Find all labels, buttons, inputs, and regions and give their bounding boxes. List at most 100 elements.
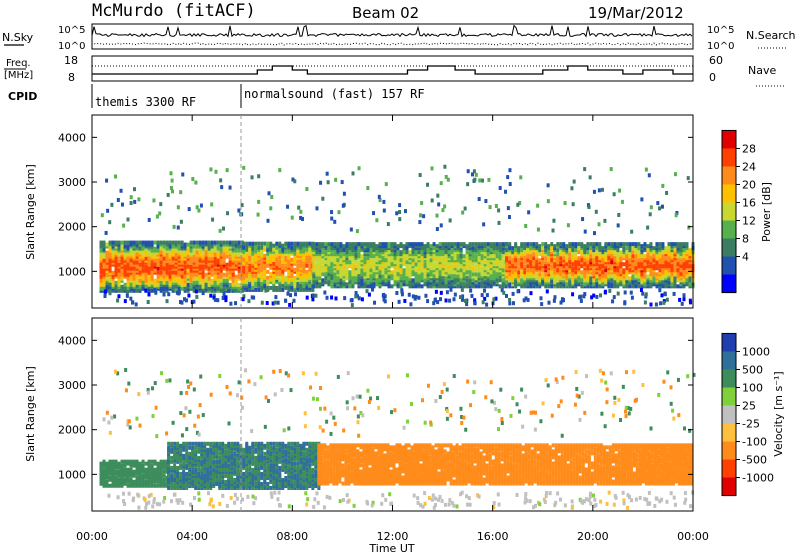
power-cell bbox=[553, 260, 557, 265]
power-cell bbox=[511, 250, 515, 255]
power-cell bbox=[382, 208, 386, 213]
power-cell bbox=[414, 274, 418, 279]
power-cell bbox=[498, 246, 502, 251]
power-cell bbox=[159, 202, 163, 207]
power-cell bbox=[336, 276, 340, 281]
power-cell bbox=[117, 268, 121, 273]
power-cell bbox=[486, 276, 490, 281]
power-cell bbox=[643, 266, 647, 271]
power-cell bbox=[498, 242, 502, 247]
power-cell bbox=[519, 175, 523, 180]
power-cell bbox=[586, 264, 590, 269]
power-cell bbox=[553, 250, 557, 255]
power-cell bbox=[577, 274, 581, 279]
velocity-cell bbox=[162, 465, 166, 470]
power-cell bbox=[342, 191, 346, 196]
power-cell bbox=[357, 256, 361, 261]
power-cell bbox=[489, 272, 493, 277]
power-cell bbox=[308, 277, 312, 282]
power-cell bbox=[429, 272, 433, 277]
power-cell bbox=[272, 287, 276, 292]
velocity-cell bbox=[203, 483, 207, 488]
power-cell bbox=[637, 278, 641, 283]
power-cell bbox=[111, 244, 115, 249]
power-cell bbox=[99, 242, 103, 247]
power-cell bbox=[432, 268, 436, 273]
power-cell bbox=[402, 278, 406, 283]
power-cell bbox=[296, 241, 300, 246]
power-cell bbox=[580, 284, 584, 289]
velocity-cell bbox=[173, 477, 177, 482]
power-cell bbox=[263, 283, 267, 288]
power-cell bbox=[595, 256, 599, 261]
power-cell bbox=[420, 276, 424, 281]
power-cell bbox=[393, 260, 397, 265]
power-cell bbox=[283, 298, 287, 303]
power-cell bbox=[550, 246, 554, 251]
power-cell bbox=[281, 251, 285, 256]
power-cell bbox=[174, 276, 178, 281]
power-cell bbox=[159, 242, 163, 247]
power-cell bbox=[371, 287, 375, 292]
colorbar-tick-label: 16 bbox=[742, 196, 756, 209]
power-cell bbox=[622, 248, 626, 253]
power-cell bbox=[420, 248, 424, 253]
power-cell bbox=[399, 260, 403, 265]
power-cell bbox=[293, 275, 297, 280]
power-cell bbox=[290, 269, 294, 274]
power-cell bbox=[673, 244, 677, 249]
power-cell bbox=[260, 247, 264, 252]
power-cell bbox=[351, 280, 355, 285]
power-cell bbox=[459, 280, 463, 285]
power-cell bbox=[420, 250, 424, 255]
velocity-cell bbox=[147, 481, 151, 486]
power-cell bbox=[501, 248, 505, 253]
power-cell bbox=[266, 251, 270, 256]
velocity-cell bbox=[147, 467, 151, 472]
power-cell bbox=[637, 266, 641, 271]
power-cell bbox=[438, 278, 442, 283]
power-cell bbox=[204, 246, 208, 251]
power-cell bbox=[369, 278, 373, 283]
power-cell bbox=[384, 264, 388, 269]
velocity-cell bbox=[117, 463, 121, 468]
power-cell bbox=[245, 255, 249, 260]
power-cell bbox=[441, 262, 445, 267]
power-cell bbox=[192, 286, 196, 291]
velocity-cell bbox=[167, 475, 171, 480]
power-cell bbox=[275, 241, 279, 246]
power-cell bbox=[459, 284, 463, 289]
power-cell bbox=[613, 276, 617, 281]
power-cell bbox=[489, 244, 493, 249]
power-cell bbox=[526, 242, 530, 247]
power-cell bbox=[495, 248, 499, 253]
power-cell bbox=[514, 266, 518, 271]
power-cell bbox=[408, 262, 412, 267]
power-cell bbox=[212, 295, 216, 300]
power-cell bbox=[453, 252, 457, 257]
power-cell bbox=[649, 254, 653, 259]
velocity-cell bbox=[197, 457, 201, 462]
power-cell bbox=[240, 262, 244, 267]
power-cell bbox=[589, 280, 593, 285]
power-cell bbox=[198, 274, 202, 279]
power-cell bbox=[589, 242, 593, 247]
velocity-cell bbox=[188, 473, 192, 478]
power-cell bbox=[375, 268, 379, 273]
velocity-cell bbox=[182, 471, 186, 476]
power-cell bbox=[682, 262, 686, 267]
power-cell bbox=[150, 276, 154, 281]
power-cell bbox=[629, 290, 633, 295]
power-cell bbox=[658, 270, 662, 275]
power-cell bbox=[474, 254, 478, 259]
power-cell bbox=[583, 248, 587, 253]
power-cell bbox=[381, 266, 385, 271]
power-cell bbox=[144, 258, 148, 263]
velocity-cell bbox=[138, 463, 142, 468]
freq-tick-bottom: 8 bbox=[68, 71, 75, 84]
power-cell bbox=[661, 276, 665, 281]
power-cell bbox=[174, 256, 178, 261]
power-cell bbox=[532, 246, 536, 251]
power-cell bbox=[471, 242, 475, 247]
velocity-cell bbox=[150, 463, 154, 468]
